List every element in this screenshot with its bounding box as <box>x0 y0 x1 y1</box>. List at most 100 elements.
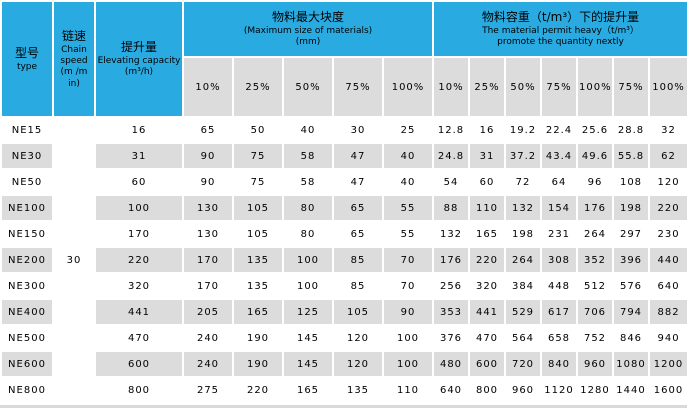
max-size-cell: 80 <box>282 220 334 248</box>
lift-cell: 220 <box>468 246 506 274</box>
lift-cell: 940 <box>647 324 687 352</box>
max-size-cell: 135 <box>232 272 284 300</box>
lift-cell: 1280 <box>576 376 614 404</box>
lift-cell: 529 <box>504 298 542 326</box>
max-size-cell: 190 <box>232 324 284 352</box>
lift-cell: 132 <box>504 194 542 222</box>
max-size-cell: 120 <box>332 350 384 378</box>
lift-cell: 230 <box>647 220 687 248</box>
max-size-cell: 170 <box>182 246 234 274</box>
capacity-cell: 320 <box>94 272 184 300</box>
lift-cell: 396 <box>612 246 650 274</box>
table-header: 型号 type 链速 Chain speed (m /m in) 提升量 Ele… <box>0 0 687 118</box>
table-row: NE30 31 90 75 58 47 40 24.8 31 37.2 43.4 49.6 55.8 62 <box>0 142 687 170</box>
lift-cell: 1080 <box>612 350 650 378</box>
lift-cell: 1120 <box>540 376 578 404</box>
lift-cell: 480 <box>432 350 470 378</box>
max-size-cell: 105 <box>232 194 284 222</box>
max-size-cell: 105 <box>232 220 284 248</box>
max-size-cell: 50 <box>232 116 284 144</box>
model-cell: NE300 <box>0 272 54 300</box>
table-row: NE400 441 205 165 125 105 90 353 441 529 617 706 794… <box>0 298 687 326</box>
table-row: NE300 320 170 135 100 85 70 256 320 384 448 512 576 6… <box>0 272 687 300</box>
lift-cell: 24.8 <box>432 142 470 170</box>
lift-cell: 960 <box>576 350 614 378</box>
lift-cell: 658 <box>540 324 578 352</box>
chain-speed-value: 30 <box>52 116 96 404</box>
max-size-cell: 40 <box>382 142 434 170</box>
lift-cell: 198 <box>612 194 650 222</box>
max-size-cell: 58 <box>282 142 334 170</box>
bulk-density-label-zh: 物料容重（t/m³）下的提升量 <box>481 10 640 25</box>
capacity-cell: 100 <box>94 194 184 222</box>
percent-header-group1-1: 25% <box>232 56 284 118</box>
max-size-cell: 47 <box>332 168 384 196</box>
lift-cell: 512 <box>576 272 614 300</box>
max-size-cell: 130 <box>182 194 234 222</box>
model-cell: NE150 <box>0 220 54 248</box>
table-row: NE15 30 16 65 50 40 30 25 12.8 16 19.2 22.4 25.6 28.8… <box>0 116 687 404</box>
lift-cell: 640 <box>647 272 687 300</box>
max-size-cell: 220 <box>232 376 284 404</box>
lift-cell: 72 <box>504 168 542 196</box>
max-size-cell: 275 <box>182 376 234 404</box>
lift-cell: 1440 <box>612 376 650 404</box>
lift-cell: 96 <box>576 168 614 196</box>
max-size-cell: 75 <box>232 168 284 196</box>
table-row: NE200 220 170 135 100 85 70 176 220 264 308 352 396 4… <box>0 246 687 274</box>
lift-cell: 846 <box>612 324 650 352</box>
model-cell: NE200 <box>0 246 54 274</box>
lift-cell: 64 <box>540 168 578 196</box>
max-size-cell: 65 <box>332 194 384 222</box>
lift-cell: 440 <box>647 246 687 274</box>
lift-cell: 600 <box>468 350 506 378</box>
capacity-unit: (m³/h) <box>124 67 154 78</box>
lift-cell: 448 <box>540 272 578 300</box>
max-size-label-zh: 物料最大块度 <box>271 10 344 25</box>
max-size-cell: 25 <box>382 116 434 144</box>
max-size-cell: 145 <box>282 324 334 352</box>
col-header-type: 型号 type <box>0 0 54 118</box>
lift-cell: 176 <box>576 194 614 222</box>
table-row: NE100 100 130 105 80 65 55 88 110 132 154 176 198 220 <box>0 194 687 222</box>
percent-header-group2-2: 50% <box>504 56 542 118</box>
lift-cell: 960 <box>504 376 542 404</box>
lift-cell: 88 <box>432 194 470 222</box>
max-size-cell: 75 <box>232 142 284 170</box>
percent-header-group2-1: 25% <box>468 56 506 118</box>
capacity-cell: 470 <box>94 324 184 352</box>
max-size-unit: (mm) <box>295 37 321 48</box>
percent-header-group2-6: 100% <box>647 56 687 118</box>
bulk-density-label-en2: promote the quantity nextly <box>497 37 624 48</box>
lift-cell: 752 <box>576 324 614 352</box>
capacity-cell: 16 <box>94 116 184 144</box>
percent-header-group2-3: 75% <box>540 56 578 118</box>
lift-cell: 706 <box>576 298 614 326</box>
lift-cell: 297 <box>612 220 650 248</box>
lift-cell: 264 <box>576 220 614 248</box>
table-body: NE15 30 16 65 50 40 30 25 12.8 16 19.2 22.4 25.6 28.8… <box>0 116 687 404</box>
lift-cell: 31 <box>468 142 506 170</box>
model-cell: NE500 <box>0 324 54 352</box>
model-cell: NE800 <box>0 376 54 404</box>
group-header-bulk-density: 物料容重（t/m³）下的提升量 The material permit heav… <box>431 0 687 58</box>
lift-cell: 1200 <box>647 350 687 378</box>
capacity-cell: 800 <box>94 376 184 404</box>
lift-cell: 176 <box>432 246 470 274</box>
lift-cell: 220 <box>647 194 687 222</box>
max-size-cell: 125 <box>282 298 334 326</box>
percent-header-group1-3: 75% <box>332 56 384 118</box>
lift-cell: 376 <box>432 324 470 352</box>
max-size-cell: 110 <box>382 376 434 404</box>
lift-cell: 49.6 <box>576 142 614 170</box>
max-size-cell: 100 <box>282 246 334 274</box>
lift-cell: 640 <box>432 376 470 404</box>
lift-cell: 576 <box>612 272 650 300</box>
table-row: NE500 470 240 190 145 120 100 376 470 564 658 752 84… <box>0 324 687 352</box>
max-size-cell: 58 <box>282 168 334 196</box>
lift-cell: 231 <box>540 220 578 248</box>
capacity-cell: 600 <box>94 350 184 378</box>
max-size-cell: 240 <box>182 324 234 352</box>
max-size-cell: 90 <box>182 168 234 196</box>
max-size-cell: 130 <box>182 220 234 248</box>
